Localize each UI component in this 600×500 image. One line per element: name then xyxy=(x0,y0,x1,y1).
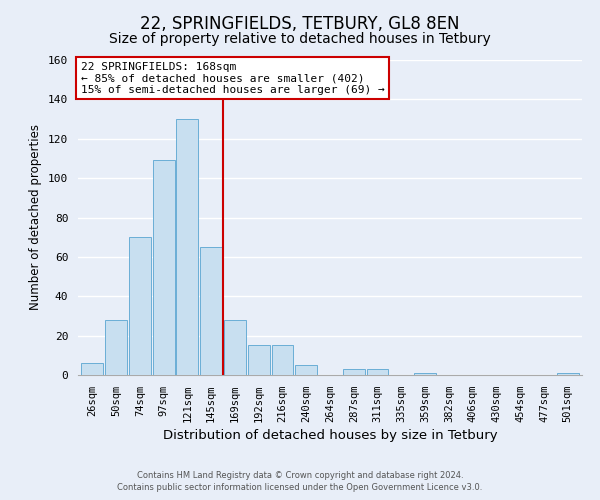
Bar xyxy=(129,237,151,375)
Bar xyxy=(272,346,293,375)
Bar xyxy=(343,369,365,375)
Bar xyxy=(200,247,222,375)
Text: Size of property relative to detached houses in Tetbury: Size of property relative to detached ho… xyxy=(109,32,491,46)
Bar xyxy=(248,346,269,375)
Bar xyxy=(224,320,246,375)
Bar xyxy=(295,365,317,375)
Bar xyxy=(152,160,175,375)
Bar xyxy=(414,373,436,375)
Bar xyxy=(557,373,578,375)
X-axis label: Distribution of detached houses by size in Tetbury: Distribution of detached houses by size … xyxy=(163,429,497,442)
Text: Contains HM Land Registry data © Crown copyright and database right 2024.
Contai: Contains HM Land Registry data © Crown c… xyxy=(118,471,482,492)
Bar xyxy=(105,320,127,375)
Bar xyxy=(176,119,198,375)
Y-axis label: Number of detached properties: Number of detached properties xyxy=(29,124,43,310)
Text: 22 SPRINGFIELDS: 168sqm
← 85% of detached houses are smaller (402)
15% of semi-d: 22 SPRINGFIELDS: 168sqm ← 85% of detache… xyxy=(80,62,384,95)
Bar xyxy=(367,369,388,375)
Bar xyxy=(82,363,103,375)
Text: 22, SPRINGFIELDS, TETBURY, GL8 8EN: 22, SPRINGFIELDS, TETBURY, GL8 8EN xyxy=(140,15,460,33)
